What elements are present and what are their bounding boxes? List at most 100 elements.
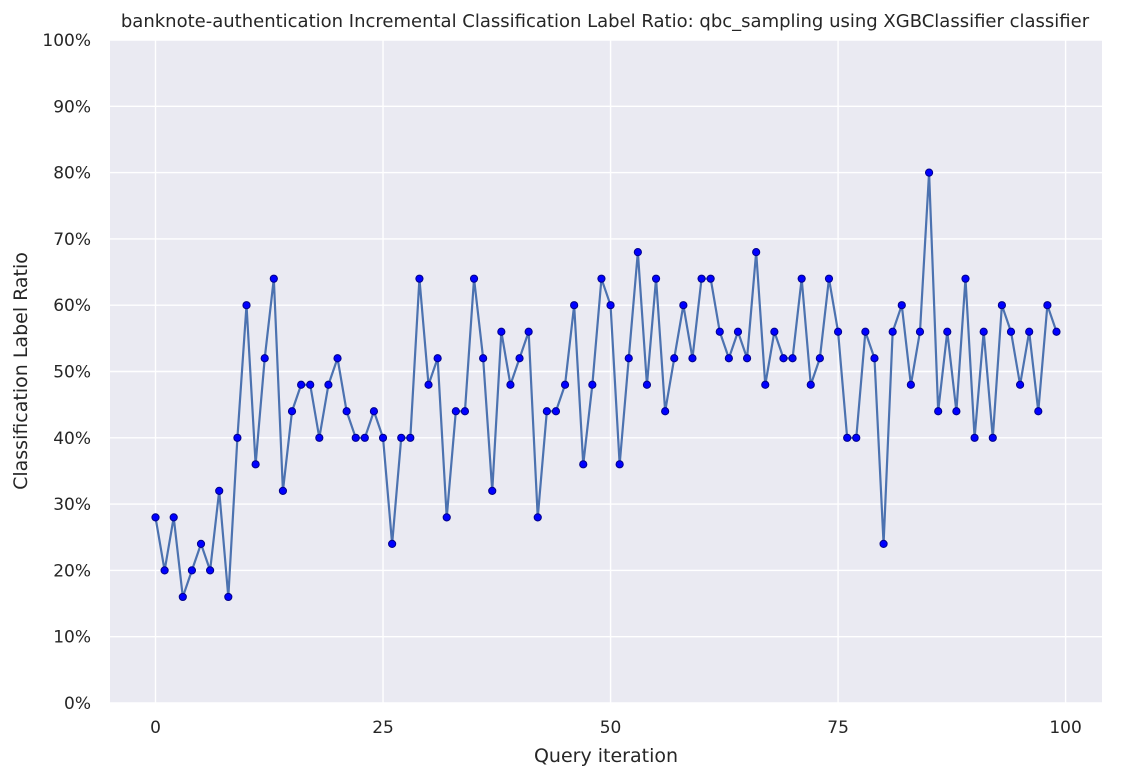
data-point [1034,407,1043,416]
data-point [233,433,242,442]
data-point [151,513,160,522]
data-point [715,327,724,336]
data-point [970,433,979,442]
data-point [952,407,961,416]
data-point [224,592,233,602]
data-point [269,274,278,283]
data-point [1052,327,1061,336]
data-point [806,380,815,389]
y-tick-label: 100% [42,31,91,51]
data-point [278,486,288,495]
data-point [888,327,897,336]
data-point [306,380,315,389]
data-point [679,301,688,310]
y-tick-label: 90% [53,97,91,117]
data-point [943,327,952,336]
data-point [433,354,442,363]
data-point [733,327,743,336]
data-point [360,433,369,442]
data-point [670,354,679,363]
data-point [342,407,351,416]
data-point [1006,327,1016,336]
data-point [706,274,715,283]
data-point [597,274,606,283]
data-point [533,513,542,522]
data-point [551,407,561,416]
data-point [178,592,187,602]
data-point [1025,327,1034,336]
data-point [351,433,360,442]
x-tick-label: 75 [827,718,849,738]
data-point [251,460,260,469]
y-tick-label: 0% [64,694,91,714]
data-point [451,407,460,416]
data-point [333,354,342,363]
series [151,168,1061,602]
data-point [934,407,943,416]
y-tick-label: 70% [53,230,91,250]
x-tick-label: 100 [1049,718,1081,738]
data-point [915,327,925,336]
data-point [924,168,934,177]
data-point [661,407,670,416]
chart-title: banknote-authentication Incremental Clas… [121,11,1090,32]
data-point [879,539,888,548]
x-tick-label: 50 [600,718,622,738]
data-point [906,380,915,389]
data-point [897,301,906,310]
data-point [824,274,834,283]
data-point [642,380,652,389]
data-point [1043,301,1052,310]
data-point [524,327,533,336]
data-point [797,274,806,283]
data-point [815,354,824,363]
data-point [833,327,843,336]
data-point [633,248,642,257]
x-axis-label: Query iteration [534,745,678,767]
data-point [324,380,333,389]
y-tick-label: 50% [53,363,91,383]
x-tick-label: 25 [372,718,394,738]
data-point [724,354,733,363]
data-point [169,513,178,522]
data-point [579,460,588,469]
series-line [154,171,1058,599]
data-point [242,301,251,310]
data-point [861,327,870,336]
data-point [779,354,788,363]
data-point [615,460,624,469]
data-point [196,539,206,548]
y-tick-label: 40% [53,429,91,449]
data-point [997,301,1006,310]
y-tick-label: 30% [53,495,91,515]
data-point [852,433,861,442]
data-point [506,380,515,389]
data-point [588,380,597,389]
y-tick-label: 60% [53,296,91,316]
y-tick-label: 80% [53,164,91,184]
data-point [988,433,997,442]
data-point [415,274,424,283]
data-point [297,380,306,389]
data-point [870,354,879,363]
data-point [688,354,697,363]
data-point [442,513,451,522]
data-point [287,407,297,416]
data-point [406,433,415,442]
data-point [315,433,324,442]
data-point [369,407,379,416]
data-point [469,274,479,283]
data-point [260,354,269,363]
data-point [488,486,497,495]
data-point [388,539,397,548]
y-tick-label: 20% [53,561,91,581]
data-point [761,380,770,389]
data-point [460,407,470,416]
data-point [624,354,633,363]
data-point [160,566,169,575]
data-point [788,354,797,363]
data-point [1015,380,1025,389]
x-tick-label: 0 [150,718,161,738]
data-point [397,433,406,442]
